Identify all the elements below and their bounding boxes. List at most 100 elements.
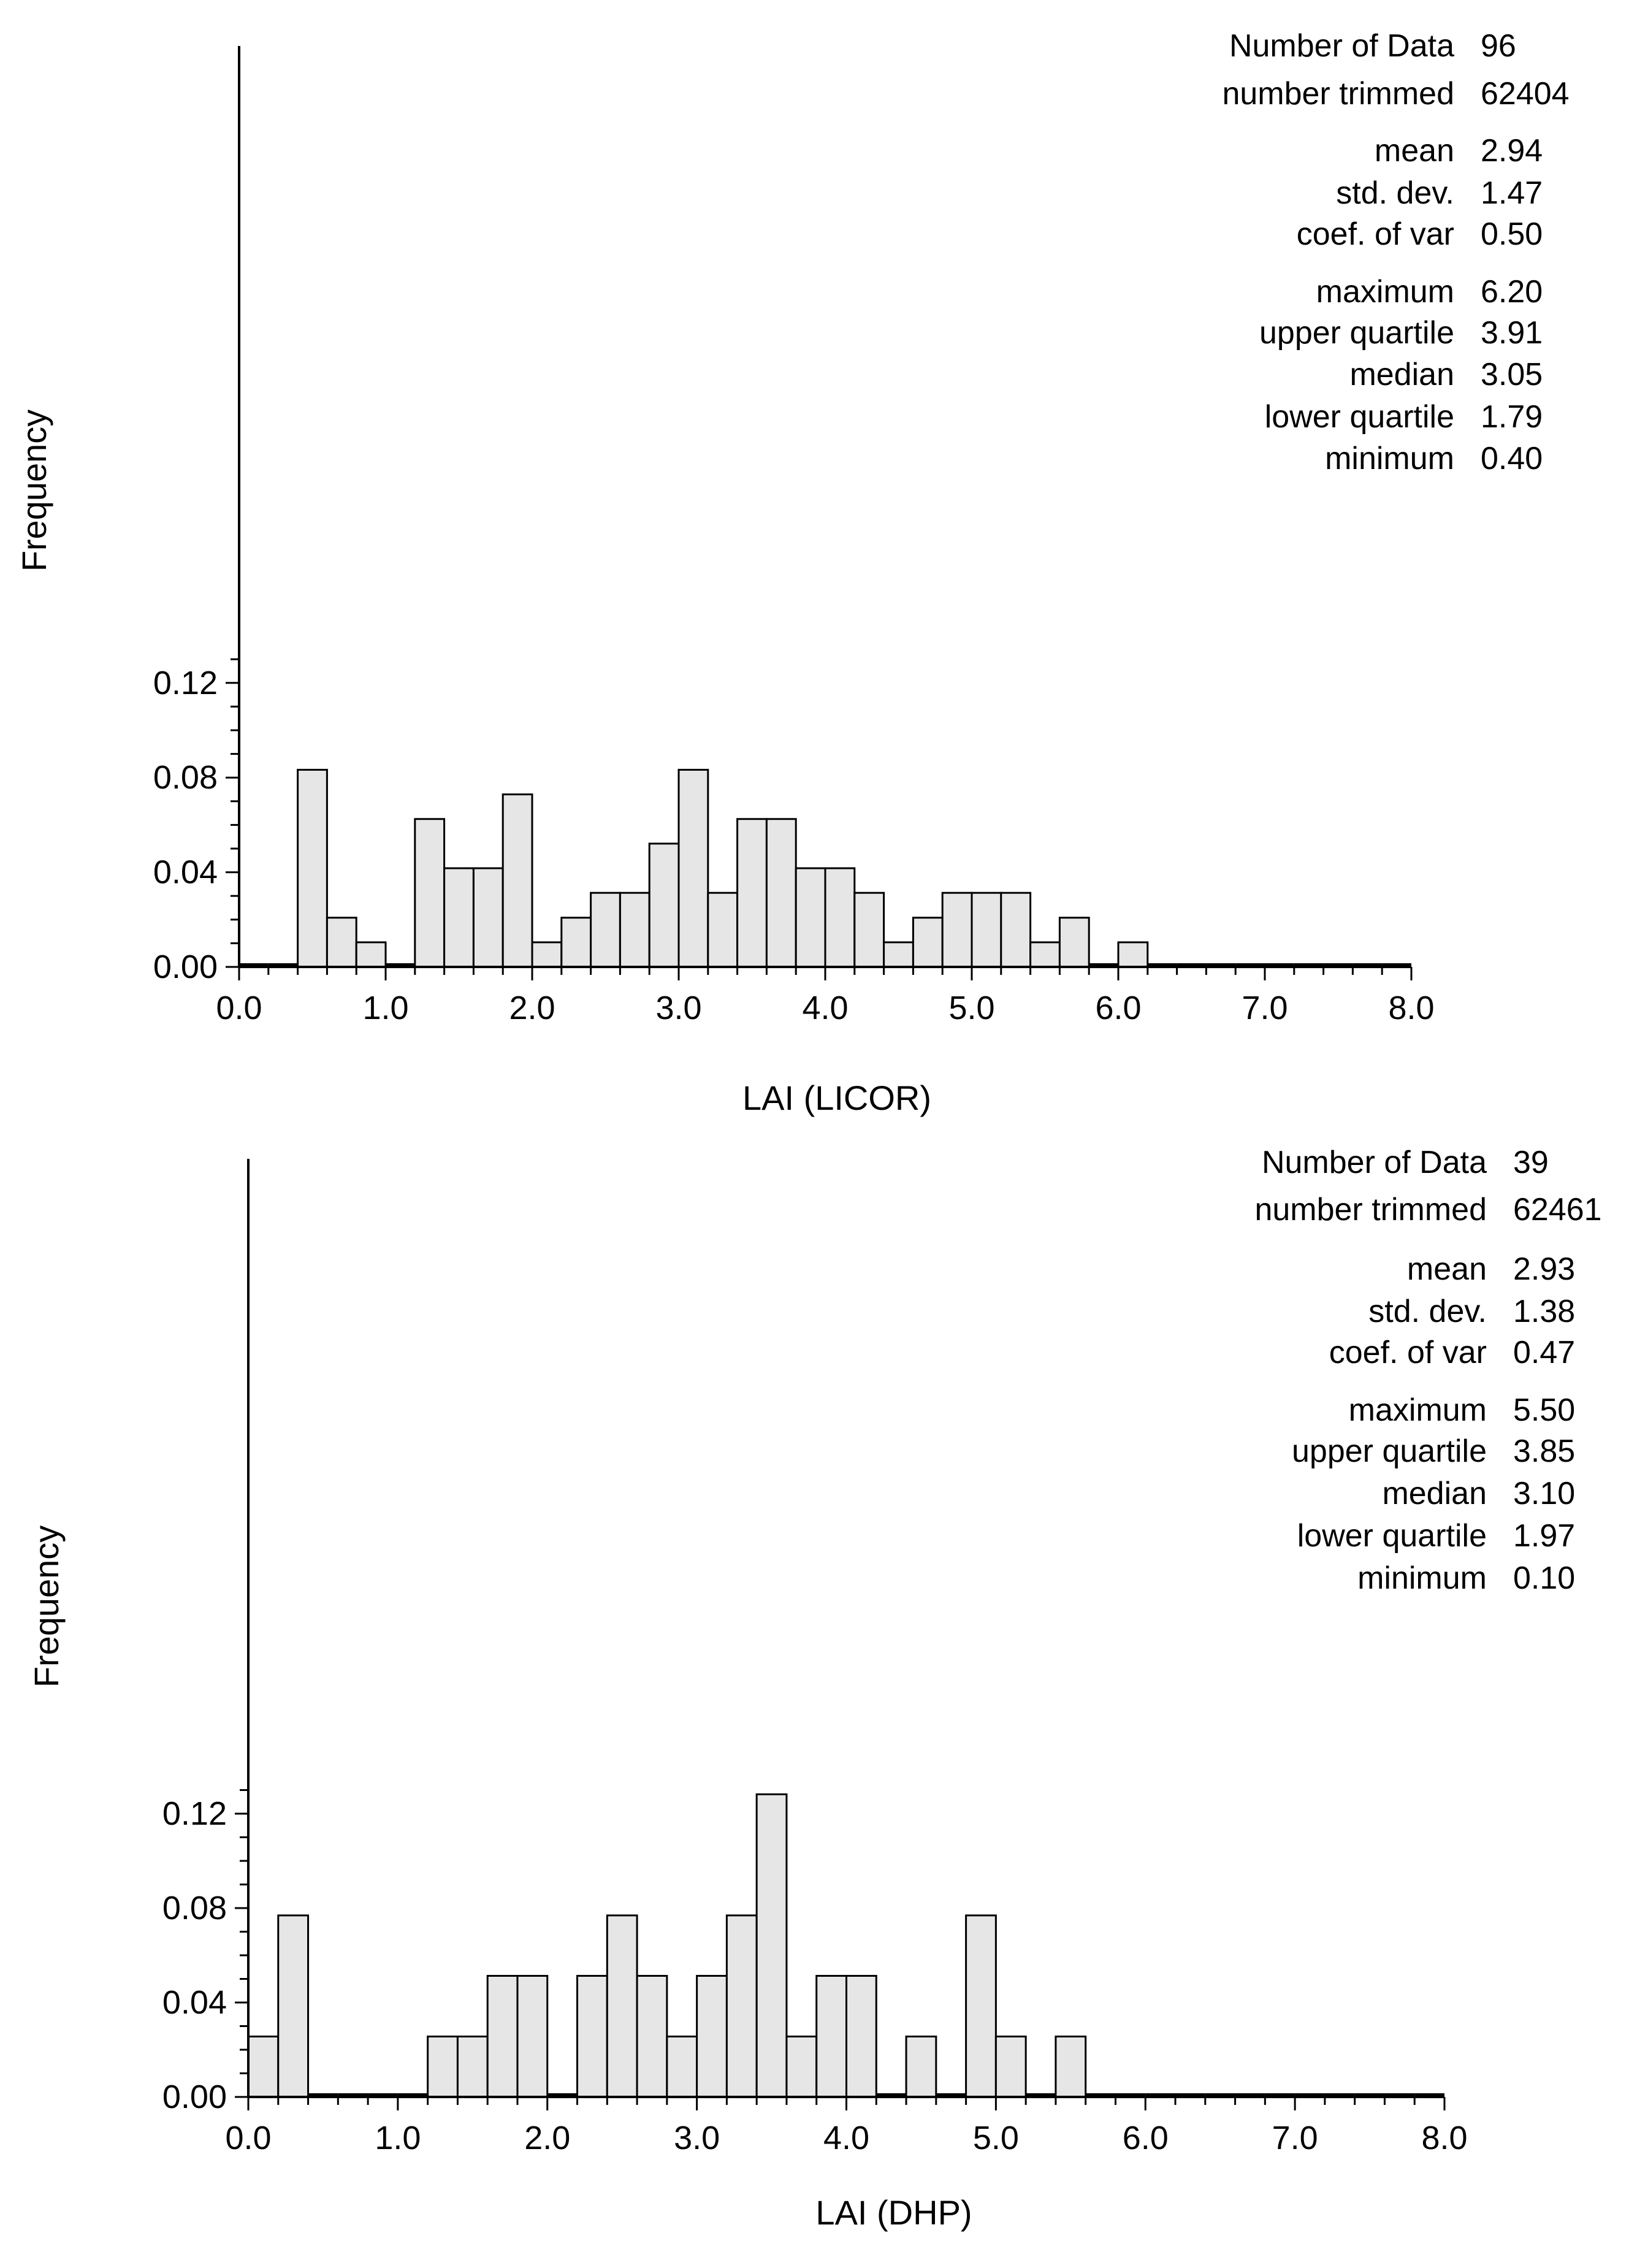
bar-12 bbox=[590, 892, 621, 968]
bar-28 bbox=[1058, 917, 1090, 968]
stat-value: 0.47 bbox=[1513, 1335, 1575, 1370]
bar-20 bbox=[845, 1974, 877, 2098]
bar-30 bbox=[1117, 941, 1149, 968]
stat-label: lower quartile bbox=[1297, 1518, 1487, 1554]
x-tick-label: 0.0 bbox=[216, 990, 262, 1026]
bar-13 bbox=[619, 892, 650, 968]
bar-0 bbox=[247, 2035, 280, 2098]
bar-24 bbox=[941, 892, 973, 968]
x-tick-label: 7.0 bbox=[1272, 2120, 1318, 2156]
x-tick-label: 2.0 bbox=[509, 990, 555, 1026]
stat-value: 0.10 bbox=[1513, 1560, 1575, 1596]
stat-value: 2.94 bbox=[1481, 133, 1543, 169]
stat-label: upper quartile bbox=[1259, 315, 1454, 351]
bar-8 bbox=[486, 1974, 519, 2098]
x-tick-label: 4.0 bbox=[823, 2120, 869, 2156]
bar-4 bbox=[355, 941, 387, 968]
axes-dhp bbox=[235, 1159, 1446, 2110]
x-tick-label: 6.0 bbox=[1123, 2120, 1169, 2156]
stat-label: minimum bbox=[1357, 1560, 1487, 1596]
y-tick-label: 0.08 bbox=[153, 759, 218, 796]
bar-9 bbox=[516, 1974, 549, 2098]
bar-22 bbox=[905, 2035, 937, 2098]
y-tick-label: 0.04 bbox=[153, 854, 218, 891]
stat-value: 1.97 bbox=[1513, 1518, 1575, 1554]
x-tick-label: 1.0 bbox=[375, 2120, 421, 2156]
y-tick-label: 0.00 bbox=[153, 949, 218, 985]
bar-15 bbox=[677, 768, 709, 968]
x-tick-label: 8.0 bbox=[1421, 2120, 1467, 2156]
stat-label: lower quartile bbox=[1265, 399, 1454, 435]
bar-8 bbox=[472, 867, 504, 968]
histogram-licor: 0.0 1.0 2.0 3.0 4.0 5.0 6.0 7.0 8.0 0.00 0.04 0.08… bbox=[15, 28, 1570, 1117]
stat-value: 3.91 bbox=[1481, 315, 1543, 351]
x-tick-label: 7.0 bbox=[1242, 990, 1288, 1026]
bar-14 bbox=[666, 2035, 698, 2098]
bar-11 bbox=[576, 1974, 608, 2098]
bar-19 bbox=[795, 867, 826, 968]
bar-19 bbox=[815, 1974, 847, 2098]
y-tick-label: 0.00 bbox=[162, 2079, 227, 2115]
y-tick-labels-dhp: 0.00 0.04 0.08 0.12 bbox=[162, 1795, 227, 2115]
stat-value: 3.85 bbox=[1513, 1434, 1575, 1469]
stat-value: 39 bbox=[1513, 1145, 1549, 1180]
stat-label: upper quartile bbox=[1292, 1434, 1487, 1469]
bar-17 bbox=[736, 818, 768, 968]
stat-label: coef. of var bbox=[1297, 216, 1454, 252]
y-tick-labels-licor: 0.00 0.04 0.08 0.12 bbox=[153, 665, 218, 985]
x-tick-label: 1.0 bbox=[362, 990, 408, 1026]
stat-value: 1.47 bbox=[1481, 175, 1543, 211]
stat-value: 6.20 bbox=[1481, 274, 1543, 310]
bar-26 bbox=[1000, 892, 1032, 968]
bar-12 bbox=[606, 1914, 638, 2098]
x-tick-label: 0.0 bbox=[225, 2120, 271, 2156]
y-tick-label: 0.12 bbox=[153, 665, 218, 701]
bar-7 bbox=[456, 2035, 489, 2098]
bar-10 bbox=[531, 941, 563, 968]
stat-value: 3.05 bbox=[1481, 357, 1543, 392]
stat-label: number trimmed bbox=[1254, 1192, 1487, 1228]
bar-22 bbox=[883, 941, 914, 968]
stat-label: minimum bbox=[1325, 441, 1454, 476]
stat-value: 5.50 bbox=[1513, 1392, 1575, 1428]
x-tick-labels-dhp: 0.0 1.0 2.0 3.0 4.0 5.0 6.0 7.0 8.0 bbox=[225, 2120, 1467, 2156]
bar-27 bbox=[1055, 2035, 1087, 2098]
bar-11 bbox=[560, 917, 592, 968]
bar-13 bbox=[636, 1974, 668, 2098]
bar-15 bbox=[696, 1974, 728, 2098]
bar-18 bbox=[765, 818, 797, 968]
stat-label: Number of Data bbox=[1262, 1145, 1487, 1180]
bar-27 bbox=[1029, 941, 1061, 968]
axes-licor bbox=[226, 46, 1413, 980]
stat-value: 62461 bbox=[1513, 1192, 1602, 1228]
stats-panel-licor: Number of Data 96 number trimmed 62404 mean 2… bbox=[1222, 28, 1569, 476]
y-axis-label-licor: Frequency bbox=[15, 410, 53, 572]
stat-value: 1.38 bbox=[1513, 1294, 1575, 1329]
stat-value: 96 bbox=[1481, 28, 1516, 64]
bar-17 bbox=[755, 1793, 788, 2098]
stat-value: 62404 bbox=[1481, 76, 1570, 112]
stat-label: maximum bbox=[1316, 274, 1454, 310]
bar-1 bbox=[277, 1914, 310, 2098]
stat-label: number trimmed bbox=[1222, 76, 1454, 112]
bar-25 bbox=[971, 892, 1002, 968]
bar-9 bbox=[502, 793, 533, 968]
y-axis-label-dhp: Frequency bbox=[27, 1525, 66, 1688]
bars-dhp bbox=[247, 1793, 1444, 2098]
stats-panel-dhp: Number of Data 39 number trimmed 62461 mean 2… bbox=[1254, 1145, 1601, 1596]
bar-2 bbox=[297, 768, 328, 968]
stat-label: std. dev. bbox=[1336, 175, 1454, 211]
y-tick-label: 0.04 bbox=[162, 1984, 227, 2021]
bars-licor bbox=[239, 768, 1411, 968]
stat-label: median bbox=[1349, 357, 1454, 392]
bar-16 bbox=[725, 1914, 758, 2098]
bar-3 bbox=[326, 917, 357, 968]
x-tick-label: 2.0 bbox=[524, 2120, 570, 2156]
bar-7 bbox=[443, 867, 475, 968]
stat-value: 0.40 bbox=[1481, 441, 1543, 476]
bar-6 bbox=[427, 2035, 459, 2098]
stat-value: 3.10 bbox=[1513, 1476, 1575, 1511]
stat-label: maximum bbox=[1349, 1392, 1487, 1428]
stat-label: mean bbox=[1375, 133, 1454, 169]
x-tick-label: 4.0 bbox=[802, 990, 848, 1026]
